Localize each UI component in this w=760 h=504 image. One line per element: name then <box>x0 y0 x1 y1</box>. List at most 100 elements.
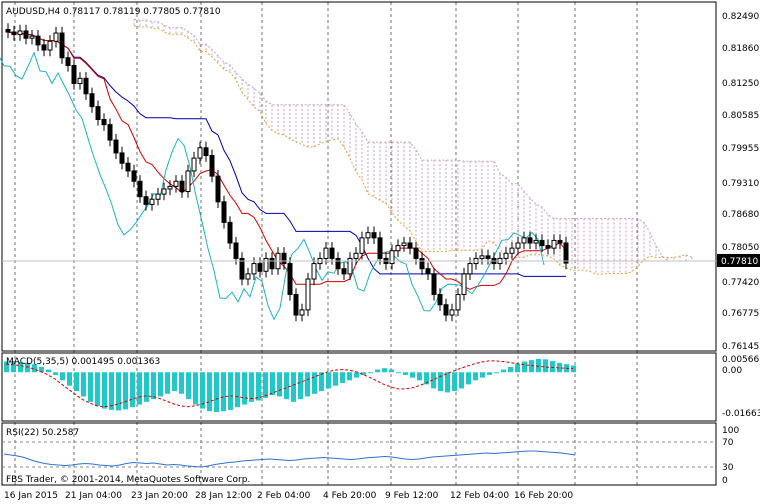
macd-histogram-bar <box>263 372 268 398</box>
macd-histogram-bar <box>473 372 478 381</box>
candle-body <box>179 180 185 193</box>
time-tick: 4 Feb 20:00 <box>323 491 377 501</box>
macd-histogram-bar <box>431 372 436 389</box>
macd-histogram-bar <box>53 372 58 375</box>
candle-body <box>101 118 107 126</box>
candle-body <box>215 175 221 203</box>
macd-histogram-bar <box>340 372 345 384</box>
price-tick: 0.78050 <box>722 243 759 253</box>
ichimoku-lines <box>0 31 567 321</box>
macd-histogram-bar <box>536 358 541 373</box>
rsi-panel[interactable] <box>1 422 717 486</box>
rsi-tick: 100 <box>722 426 739 436</box>
senkou-span-b <box>133 18 692 262</box>
macd-histogram-bar <box>39 366 44 373</box>
macd-histogram-bar <box>242 372 247 405</box>
macd-histogram-bar <box>186 372 191 400</box>
current-price-label: 0.77810 <box>721 257 758 267</box>
macd-histogram-bar <box>368 372 373 374</box>
macd-histogram-bar <box>410 372 415 378</box>
time-tick: 21 Jan 04:00 <box>65 491 122 501</box>
macd-histogram-bar <box>179 372 184 394</box>
candle-body <box>287 263 293 295</box>
candle-body <box>137 180 143 198</box>
macd-histogram-bar <box>277 372 282 397</box>
price-tick: 0.82490 <box>722 12 759 22</box>
candle-body <box>227 221 233 244</box>
macd-histogram-bar <box>11 360 16 373</box>
macd-tick: 0.005668 <box>722 355 760 365</box>
macd-signal-line <box>5 360 574 408</box>
macd-histogram-bar <box>284 372 289 400</box>
macd-histogram-bar <box>214 372 219 413</box>
vertical-grid <box>14 2 638 485</box>
macd-histogram-bar <box>249 372 254 402</box>
macd-histogram-bar <box>326 372 331 389</box>
candle-body <box>413 247 419 259</box>
price-tick: 0.76145 <box>722 342 759 352</box>
candle-body <box>173 180 179 187</box>
copyright-text: FBS Trader, © 2001-2014, MetaQuotes Soft… <box>6 475 250 485</box>
candle-body <box>47 40 53 51</box>
macd-histogram-bar <box>529 360 534 373</box>
macd-histogram-bar <box>494 372 499 374</box>
candle-body <box>299 309 305 316</box>
chikou-span-line <box>0 51 545 321</box>
price-tick: 0.76775 <box>722 309 759 319</box>
macd-histogram-bar <box>291 372 296 402</box>
candle-body <box>149 198 155 205</box>
candle-body <box>449 309 455 316</box>
macd-histogram-bar <box>487 372 492 375</box>
candle-body <box>545 245 551 249</box>
macd-histogram-bar <box>235 372 240 408</box>
macd-histogram-bar <box>508 366 513 373</box>
candle-body <box>293 293 299 316</box>
candle-body <box>509 247 515 254</box>
macd-histogram-bar <box>452 372 457 392</box>
candle-body <box>347 257 353 275</box>
candle-body <box>107 124 113 141</box>
candle-body <box>89 93 95 108</box>
candle-body <box>419 257 425 270</box>
candle-body <box>5 28 11 33</box>
time-tick: 2 Feb 04:00 <box>257 491 311 501</box>
rsi-line <box>2 441 716 468</box>
candle-body <box>203 147 209 157</box>
symbol-title: AUDUSD,H4 0.78117 0.78119 0.77805 0.7781… <box>6 7 221 17</box>
candle-body <box>533 239 539 244</box>
candle-body <box>551 239 557 249</box>
price-tick: 0.77420 <box>722 278 759 288</box>
candle-body <box>305 278 311 311</box>
candle-body <box>143 196 149 205</box>
candle-body <box>71 64 77 84</box>
macd-histogram-bar <box>46 369 51 373</box>
macd-histogram-bar <box>137 372 142 405</box>
candle-body <box>35 35 41 46</box>
candle-body <box>311 263 317 280</box>
current-price-marker <box>717 254 760 267</box>
candle-body <box>455 293 461 311</box>
macd-histogram-bar <box>67 372 72 386</box>
candle-body <box>125 162 131 172</box>
macd-histogram-bar <box>200 372 205 409</box>
time-tick: 23 Jan 20:00 <box>131 491 188 501</box>
candle-body <box>407 242 413 249</box>
macd-histogram-bar <box>480 372 485 378</box>
candle-body <box>197 147 203 159</box>
candle-body <box>557 239 563 244</box>
macd-histogram-bar <box>144 372 149 402</box>
candle-body <box>377 237 383 259</box>
macd-histogram-bar <box>522 361 527 373</box>
macd-histogram-bar <box>501 369 506 373</box>
macd-histogram-bar <box>557 362 562 373</box>
candle-body <box>65 57 71 66</box>
macd-histogram-bar <box>158 372 163 397</box>
macd-histogram-bar <box>221 372 226 412</box>
candle-body <box>233 242 239 259</box>
macd-histogram-bar <box>354 372 359 378</box>
candle-body <box>323 247 329 259</box>
candle-body <box>161 188 167 195</box>
time-axis: 16 Jan 2015 21 Jan 04:00 23 Jan 20:00 28… <box>4 491 573 501</box>
